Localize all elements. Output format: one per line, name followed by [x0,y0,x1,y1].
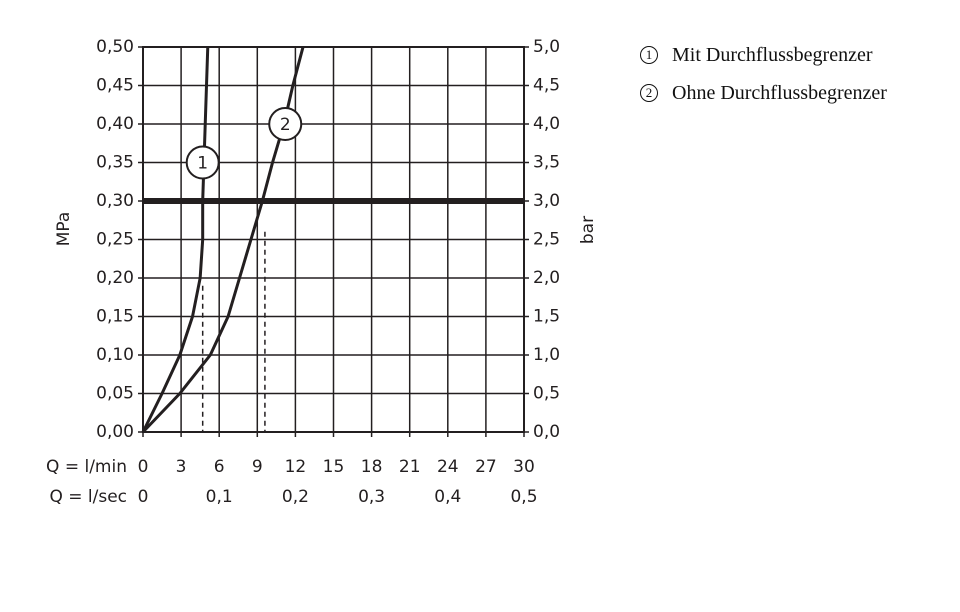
x2-tick-label: 0,2 [282,487,309,507]
x-tick-label: 21 [399,457,421,477]
y2-tick-label: 0,5 [533,384,560,404]
curve-label-circle [185,145,220,180]
curve-label-circle [268,107,303,141]
x-tick-label: 12 [285,457,307,477]
y-tick-label: 0,05 [96,384,134,404]
x2-tick-label: 0,4 [434,487,461,507]
x-tick-label: 9 [252,457,263,477]
y-tick-label: 0,50 [96,37,134,57]
x-tick-label: 6 [214,457,225,477]
x-axis-label: Q = l/min [46,457,127,477]
x2-tick-label: 0,5 [510,487,537,507]
legend-item: 2 Ohne Durchflussbegrenzer [636,78,934,108]
y2-tick-label: 3,0 [533,191,560,211]
x-tick-label: 15 [323,457,345,477]
y-tick-label: 0,20 [96,268,134,288]
x-tick-label: 30 [513,457,535,477]
y-tick-label: 0,30 [96,191,134,211]
x2-tick-label: 0,1 [206,487,233,507]
y2-tick-label: 5,0 [533,37,560,57]
y-tick-label: 0,35 [96,153,134,173]
legend-item: 1 Mit Durchflussbegrenzer [636,40,934,70]
y-tick-label: 0,15 [96,307,134,327]
legend-number: 1 [640,46,658,64]
curve-label: 1 [197,154,208,174]
x-tick-label: 3 [176,457,187,477]
legend-text: Ohne Durchflussbegrenzer [672,82,887,104]
y-tick-label: 0,10 [96,345,134,365]
y-tick-label: 0,45 [96,76,134,96]
y2-axis-label: bar [578,216,598,244]
legend-number: 2 [640,84,658,102]
y-tick-label: 0,00 [96,422,134,442]
x2-axis-label: Q = l/sec [49,487,127,507]
legend: 1 Mit Durchflussbegrenzer 2 Ohne Durchfluss… [636,40,936,116]
chart: MPa bar Q = l/min Q = l/sec 0 3 6 9 12 15 18 21… [46,37,598,507]
curve-label: 2 [280,115,291,135]
x-tick-label: 27 [475,457,497,477]
y2-tick-label: 4,0 [533,114,560,134]
x-tick-label: 24 [437,457,459,477]
curve [141,46,210,433]
x2-tick-label: 0,3 [358,487,385,507]
y2-tick-label: 0,0 [533,422,560,442]
y2-tick-label: 3,5 [533,153,560,173]
legend-text: Mit Durchflussbegrenzer [672,44,873,66]
y2-tick-label: 4,5 [533,76,560,96]
y2-tick-label: 2,5 [533,230,560,250]
x2-tick-label: 0 [138,487,149,507]
y2-tick-label: 1,5 [533,307,560,327]
y-tick-label: 0,40 [96,114,134,134]
y-axis-label: MPa [54,212,74,247]
y2-tick-label: 2,0 [533,268,560,288]
x-tick-label: 0 [138,457,149,477]
plot-frame [142,46,525,433]
y2-tick-label: 1,0 [533,345,560,365]
x-tick-label: 18 [361,457,383,477]
y-tick-label: 0,25 [96,230,134,250]
